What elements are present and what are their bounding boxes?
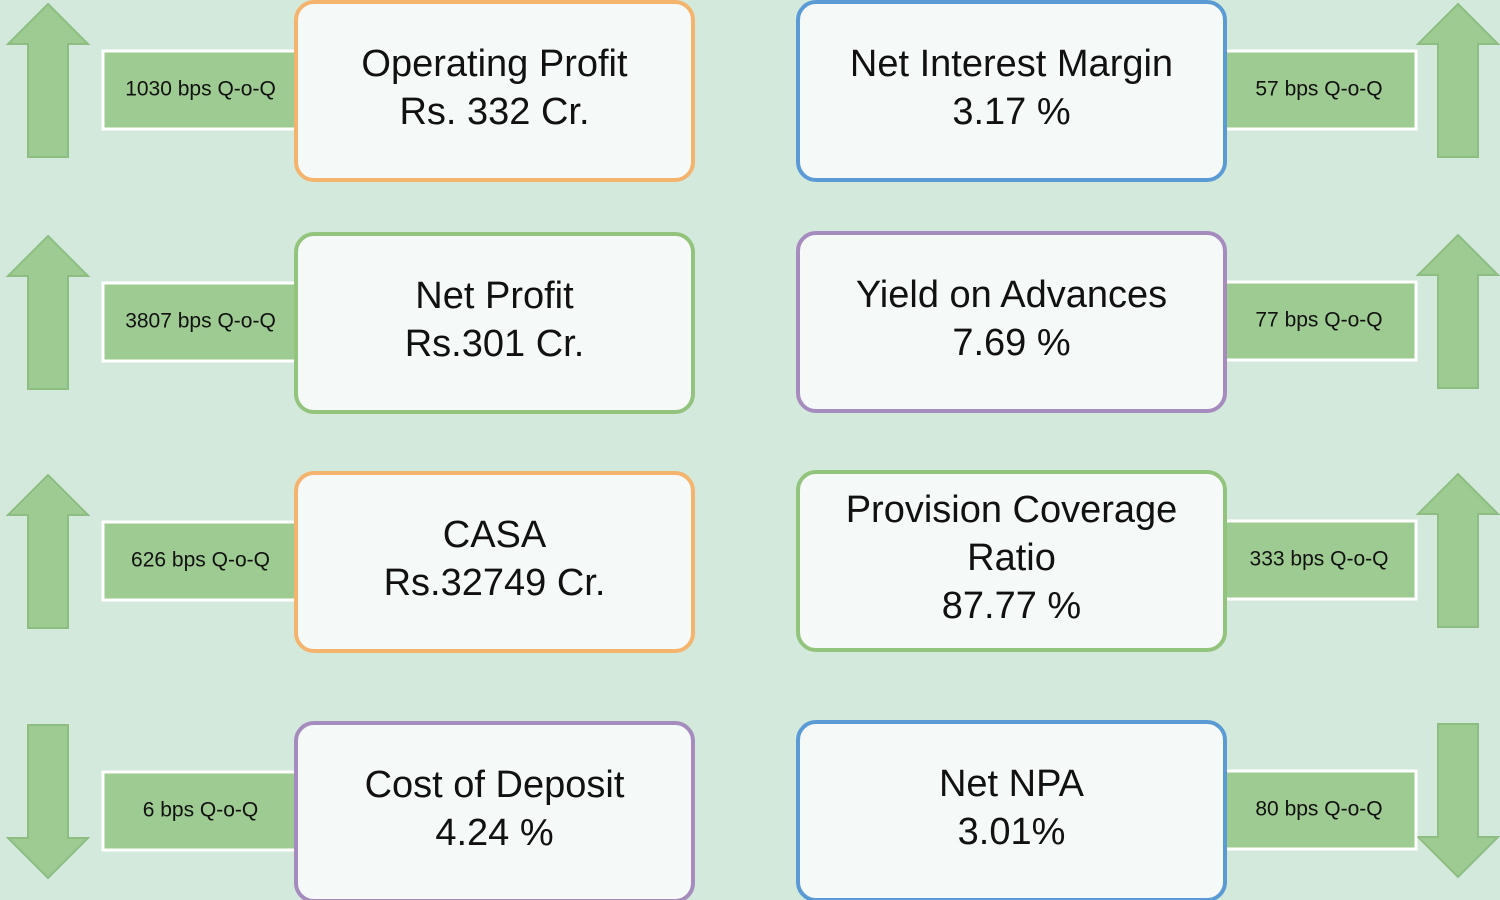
change-box [101, 770, 300, 852]
change-label: 1030 bps Q-o-Q [125, 78, 276, 101]
change-box [1220, 519, 1418, 601]
metric-value: Rs. 332 Cr. [399, 91, 589, 133]
change-box [1220, 280, 1418, 362]
trend-arrow [1415, 723, 1500, 879]
metric-title: Ratio [967, 537, 1056, 579]
change-label: 3807 bps Q-o-Q [125, 310, 276, 333]
metric-title: Operating Profit [361, 43, 628, 85]
change-box [1220, 769, 1418, 851]
change-label: 626 bps Q-o-Q [131, 549, 270, 572]
metric-card [294, 721, 695, 900]
metric-value: 3.17 % [952, 91, 1070, 133]
metric-title: Net NPA [939, 763, 1085, 805]
metric-value: Rs.301 Cr. [405, 323, 585, 365]
metric-value: Rs.32749 Cr. [384, 562, 606, 604]
change-box [101, 281, 300, 363]
trend-arrow [1415, 2, 1500, 158]
metric-value: 4.24 % [435, 812, 553, 854]
metric-title: Net Profit [415, 275, 574, 317]
trend-arrow [5, 234, 91, 390]
metric-title: Yield on Advances [856, 274, 1167, 316]
trend-arrow [5, 2, 91, 158]
metric-value: 7.69 % [952, 322, 1070, 364]
metric-card [294, 471, 695, 653]
metric-title: Net Interest Margin [850, 43, 1173, 85]
change-label: 77 bps Q-o-Q [1255, 309, 1382, 332]
metric-card [796, 720, 1227, 900]
metric-card [796, 470, 1227, 652]
metric-card [294, 232, 695, 414]
metric-title: Cost of Deposit [365, 764, 625, 806]
metric-title: Provision Coverage [846, 489, 1178, 531]
change-label: 6 bps Q-o-Q [143, 799, 259, 822]
change-label: 57 bps Q-o-Q [1255, 78, 1382, 101]
metric-title: CASA [443, 514, 547, 556]
metric-value: 3.01% [958, 811, 1066, 853]
trend-arrow [5, 473, 91, 629]
metric-card [294, 0, 695, 182]
change-label: 80 bps Q-o-Q [1255, 798, 1382, 821]
metric-value: 87.77 % [942, 585, 1081, 627]
trend-arrow [5, 724, 91, 880]
change-label: 333 bps Q-o-Q [1250, 548, 1389, 571]
metric-card [796, 0, 1227, 182]
trend-arrow [1415, 472, 1500, 628]
trend-arrow [1415, 233, 1500, 389]
metric-card [796, 231, 1227, 413]
change-box [1220, 49, 1418, 131]
